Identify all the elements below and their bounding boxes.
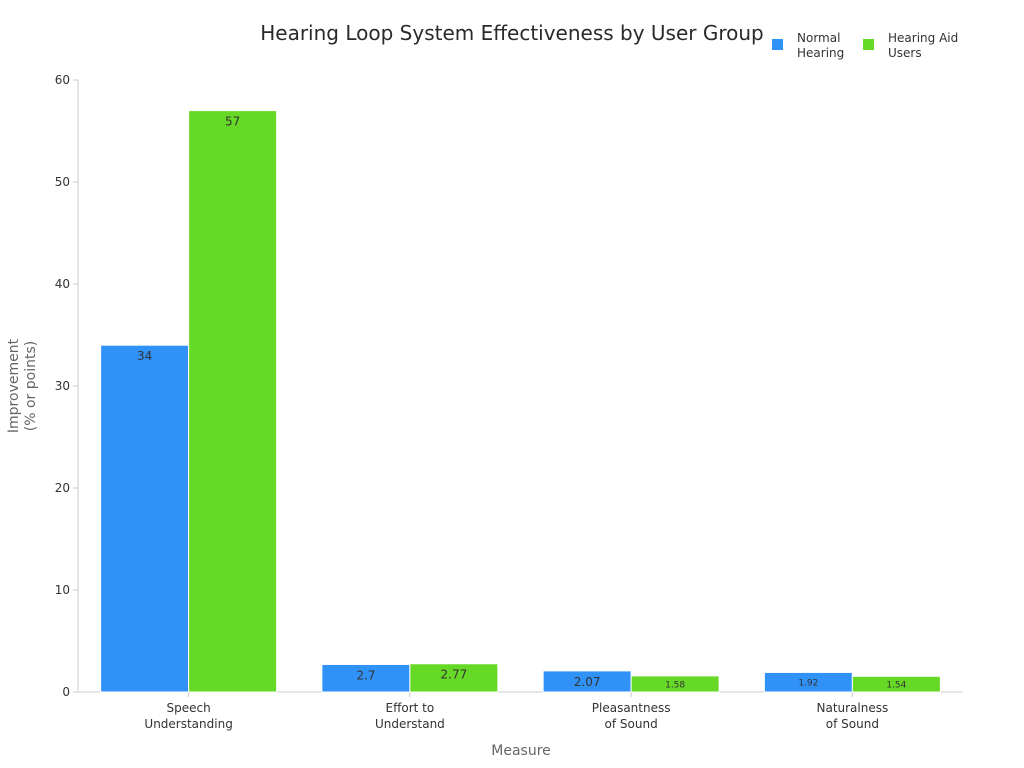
bar-value-label: 57 <box>225 115 240 129</box>
y-tick-label: 60 <box>55 73 70 87</box>
bar-value-label: 1.92 <box>798 679 818 689</box>
legend-swatch <box>863 39 874 50</box>
legend-swatch <box>772 39 783 50</box>
bar <box>409 663 499 693</box>
y-tick-label: 30 <box>55 379 70 393</box>
legend-label: Users <box>888 46 922 60</box>
bar-value-label: 34 <box>137 349 152 363</box>
chart-title: Hearing Loop System Effectiveness by Use… <box>260 21 764 45</box>
legend-label: Hearing Aid <box>888 31 958 45</box>
x-tick-label: Naturalness <box>816 701 888 715</box>
y-tick-label: 50 <box>55 175 70 189</box>
x-ticks: Speech Understanding Effort to Understand Pl… <box>144 692 888 731</box>
x-tick-label: of Sound <box>826 717 879 731</box>
bar <box>630 675 720 693</box>
x-tick-label: Understanding <box>144 717 232 731</box>
bar <box>851 675 941 693</box>
x-tick-label: of Sound <box>605 717 658 731</box>
bar-value-label: 1.58 <box>665 680 685 690</box>
x-axis-label: Measure <box>491 743 551 759</box>
bar-value-label: 1.54 <box>886 681 906 691</box>
legend-label: Hearing <box>797 46 844 60</box>
y-ticks: 0 10 20 30 40 50 60 <box>55 73 78 699</box>
legend-label: Normal <box>797 31 840 45</box>
y-axis-label: Improvement(% or points) <box>6 338 39 433</box>
x-tick-label: Pleasantness <box>592 701 671 715</box>
y-tick-label: 10 <box>55 583 70 597</box>
y-axis-label-text: Improvement(% or points) <box>6 338 39 433</box>
y-axis-label-line: Improvement <box>6 338 22 433</box>
x-tick-label: Effort to <box>386 701 435 715</box>
bars: 34 57 2.7 2.77 2.07 1.58 1.92 1.54 <box>100 110 941 693</box>
bar-value-label: 2.07 <box>574 675 601 689</box>
y-tick-label: 20 <box>55 481 70 495</box>
y-axis-label-line: (% or points) <box>23 341 39 431</box>
y-tick-label: 0 <box>62 685 70 699</box>
bar <box>188 110 278 693</box>
x-tick-label: Understand <box>375 717 445 731</box>
x-tick-label: Speech <box>167 701 211 715</box>
bar <box>100 344 190 693</box>
bar-value-label: 2.7 <box>356 668 375 682</box>
y-tick-label: 40 <box>55 277 70 291</box>
bar-value-label: 2.77 <box>441 668 468 682</box>
